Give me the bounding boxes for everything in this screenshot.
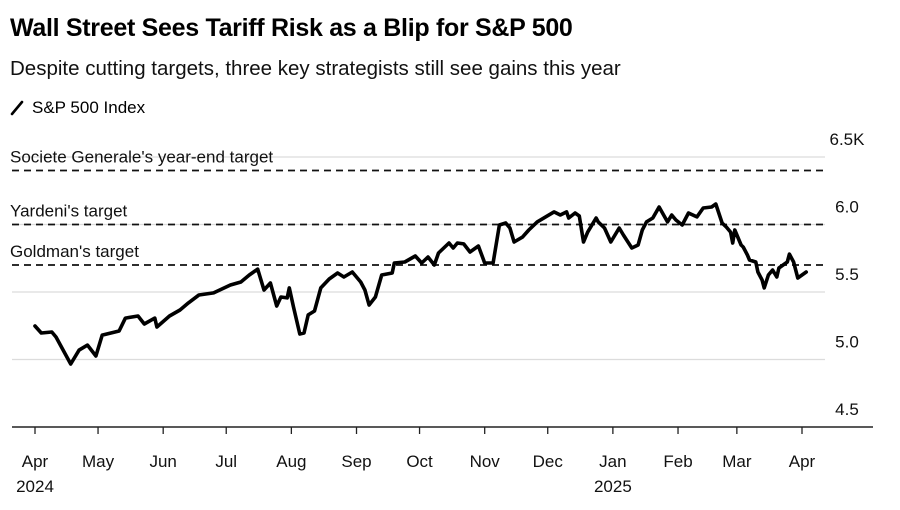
reference-line-label: Societe Generale's year-end target [10,148,273,167]
x-tick-label: Oct [406,452,433,471]
x-tick-label: May [82,452,115,471]
x-tick-label: Nov [470,452,501,471]
x-tick-label: Feb [663,452,692,471]
chart-subtitle: Despite cutting targets, three key strat… [10,57,621,80]
y-tick-label: 4.5 [835,400,859,419]
x-tick-year-label: 2025 [594,477,632,496]
y-axis-labels: 6.5K 6.0 5.5 5.0 4.5 [830,130,866,419]
x-tick-label: Sep [341,452,371,471]
x-tick-label: Jun [149,452,176,471]
y-tick-label: 5.5 [835,265,859,284]
series-layer [33,202,809,366]
x-axis: Apr 2024 May Jun Jul Aug Sep Oct Nov Dec Jan 2025 Fe… [12,426,873,496]
x-tick-label: Jul [215,452,237,471]
x-tick-label: Apr [22,452,49,471]
x-tick-label: Mar [722,452,752,471]
legend-label: S&P 500 Index [32,98,146,117]
reference-line-label: Yardeni's target [10,202,128,221]
y-tick-label: 6.0 [835,198,859,217]
y-tick-label: 5.0 [835,333,859,352]
line-icon [10,100,24,116]
reference-line-label: Goldman's target [10,242,139,261]
series-line [33,202,809,366]
y-tick-label: 6.5K [830,130,866,149]
reference-lines: Societe Generale's year-end target Yarden… [10,148,825,266]
x-tick-label: Jan [599,452,626,471]
chart-title: Wall Street Sees Tariff Risk as a Blip f… [10,14,573,42]
x-tick-label: Apr [789,452,816,471]
x-tick-year-label: 2024 [16,477,54,496]
legend: S&P 500 Index [10,98,145,118]
x-tick-label: Aug [276,452,306,471]
x-tick-label: Dec [533,452,564,471]
